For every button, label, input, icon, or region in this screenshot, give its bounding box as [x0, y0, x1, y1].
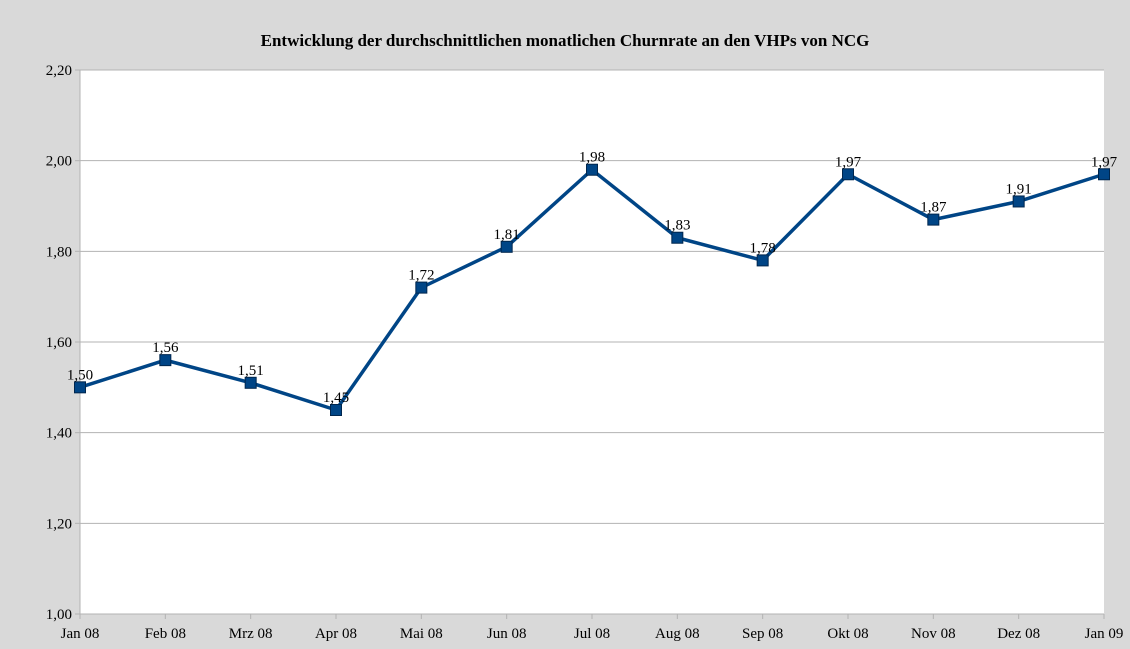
data-point-marker	[586, 163, 598, 176]
y-tick-label: 2,20	[46, 63, 72, 79]
data-point-marker	[74, 381, 86, 394]
y-tick-label: 1,20	[46, 516, 72, 532]
data-point-marker	[756, 254, 769, 267]
chart-title: Entwicklung der durchschnittlichen monat…	[261, 31, 870, 50]
x-tick-label: Jan 08	[61, 626, 100, 642]
x-tick-label: Feb 08	[145, 626, 186, 642]
x-tick-label: Aug 08	[655, 626, 700, 642]
series-layer	[74, 163, 1110, 416]
data-point-marker	[415, 281, 428, 294]
data-label: 1,56	[152, 340, 179, 356]
data-label: 1,51	[238, 363, 264, 379]
data-label: 1,81	[494, 227, 520, 243]
x-tick-label: Apr 08	[315, 626, 357, 642]
data-label: 1,78	[750, 240, 776, 256]
data-point-marker	[330, 404, 342, 416]
data-point-marker	[927, 213, 940, 226]
x-tick-label: Jun 08	[487, 626, 527, 642]
data-label: 1,98	[579, 150, 605, 166]
x-tick-label: Mai 08	[400, 626, 443, 642]
x-tick-label: Okt 08	[827, 626, 868, 642]
data-label: 1,72	[408, 268, 434, 284]
x-axis-tick-labels: Jan 08 Feb 08 Mrz 08 Apr 08 Mai 08 Jun 08 Jul …	[61, 626, 1124, 642]
data-label: 1,87	[920, 200, 947, 216]
y-tick-label: 1,40	[46, 426, 72, 442]
data-point-marker	[244, 376, 257, 389]
data-point-marker	[671, 231, 684, 244]
y-tick-label: 1,00	[46, 607, 72, 623]
y-tick-label: 1,80	[46, 244, 72, 260]
data-point-marker	[500, 240, 513, 253]
data-label: 1,97	[1091, 154, 1118, 170]
axes	[79, 70, 1105, 619]
x-tick-label: Dez 08	[997, 626, 1040, 642]
x-tick-label: Sep 08	[742, 626, 783, 642]
y-axis-tick-labels: 1,00 1,20 1,40 1,60 1,80 2,00 2,20	[46, 63, 72, 623]
data-labels: 1,50 1,56 1,51 1,45 1,72 1,81 1,98 1,83 1,78 1,97…	[67, 150, 1118, 406]
data-label: 1,45	[323, 390, 349, 406]
data-point-marker	[159, 354, 172, 367]
data-label: 1,83	[664, 218, 690, 234]
x-tick-label: Jul 08	[574, 626, 610, 642]
data-point-marker	[1098, 168, 1110, 181]
data-point-marker	[842, 168, 854, 181]
x-tick-label: Jan 09	[1085, 626, 1124, 642]
data-point-marker	[1012, 195, 1025, 208]
data-label: 1,50	[67, 367, 93, 383]
y-tick-label: 1,60	[46, 335, 72, 351]
x-tick-label: Mrz 08	[229, 626, 273, 642]
x-tick-label: Nov 08	[911, 626, 956, 642]
data-label: 1,97	[835, 154, 862, 170]
y-tick-label: 2,00	[46, 154, 72, 170]
data-label: 1,91	[1006, 181, 1032, 197]
